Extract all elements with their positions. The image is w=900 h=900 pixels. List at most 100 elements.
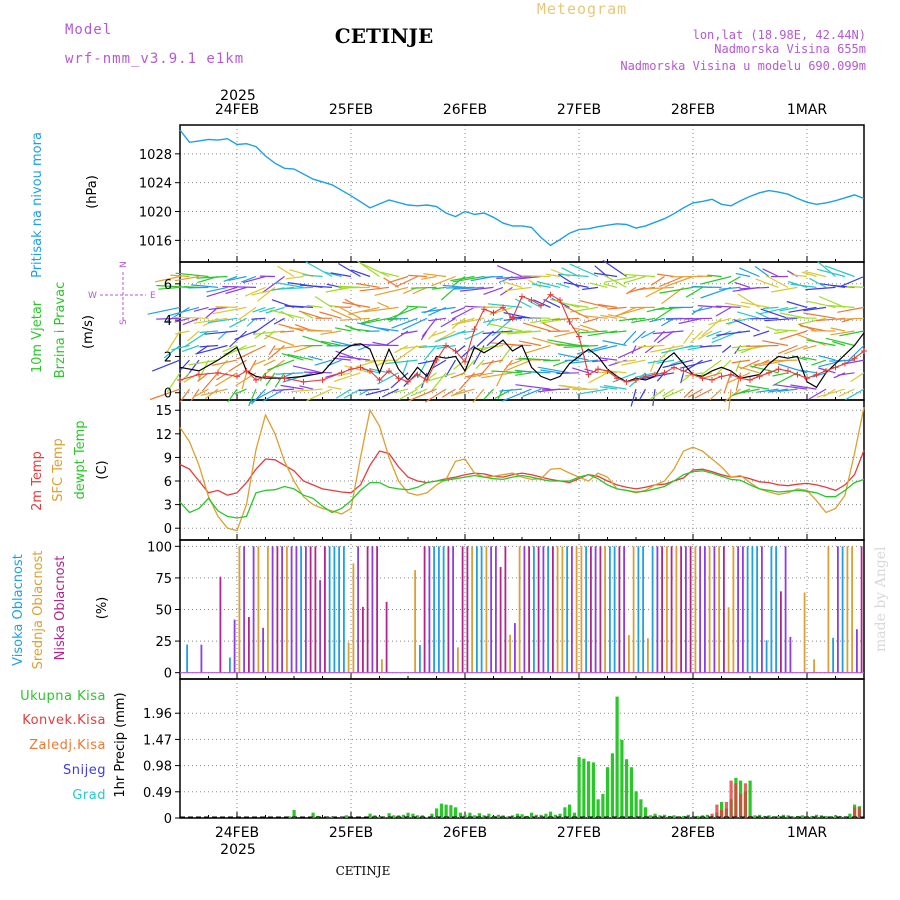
bottom-date-label-2: 26FEB xyxy=(443,825,487,841)
ytick-label-4-2: 0.98 xyxy=(143,760,172,775)
wind-arrow-0-38 xyxy=(337,262,361,278)
precip-bar-0-46 xyxy=(549,811,553,818)
wind-arrow-5-12 xyxy=(222,344,238,353)
wind-arrow-0-12 xyxy=(223,275,238,282)
altitude-text: Nadmorska Visina 655m xyxy=(714,42,866,56)
wind-arrow-6-130 xyxy=(772,359,798,362)
wind-arrow-2-114 xyxy=(697,305,722,308)
ytick-label-3-1: 25 xyxy=(155,635,172,650)
wind-arrow-6-10 xyxy=(217,359,228,371)
wind-arrow-4-120 xyxy=(716,330,751,336)
wind-arrow-3-20 xyxy=(253,317,276,334)
wind-arrow-8-50 xyxy=(398,388,418,401)
wind-arrow-2-38 xyxy=(344,298,361,308)
wind-arrow-3-2 xyxy=(174,317,190,323)
wind-arrow-5-52 xyxy=(399,344,428,350)
wind-arrow-6-102 xyxy=(647,359,665,364)
wind-arrow-8-54 xyxy=(408,388,437,402)
wind-arrow-8-130 xyxy=(777,388,798,392)
ytick-label-4-4: 1.96 xyxy=(143,707,172,722)
precip-bar-0-49 xyxy=(563,807,567,818)
gust-marker-39 xyxy=(614,375,620,382)
gust-marker-61 xyxy=(823,367,829,374)
gust-marker-5 xyxy=(253,377,259,384)
wind-arrow-6-96 xyxy=(614,359,637,363)
wind-arrow-3-138 xyxy=(803,312,836,319)
wind-arrow-4-64 xyxy=(465,330,485,340)
wind-arrow-0-14 xyxy=(228,275,247,281)
panel-frames xyxy=(175,124,865,819)
wind-arrow-6-92 xyxy=(599,357,618,361)
wind-arrow-0-6 xyxy=(175,272,209,278)
precip-bar-0-8 xyxy=(368,813,372,818)
wind-arrow-1-14 xyxy=(225,286,247,295)
wind-arrow-6-134 xyxy=(801,356,817,361)
wind-arrow-4-72 xyxy=(489,323,523,332)
wind-arrow-5-88 xyxy=(563,344,599,348)
gust-marker-17 xyxy=(405,378,411,385)
wind-arrow-4-124 xyxy=(753,330,770,337)
wind-arrow-0-4 xyxy=(174,275,200,282)
wind-arrow-6-46 xyxy=(364,359,399,362)
wind-arrow-2-22 xyxy=(265,306,285,314)
wind-arrow-4-106 xyxy=(652,330,684,335)
wind-arrow-8-26 xyxy=(280,384,304,390)
wind-arrow-3-126 xyxy=(750,317,779,320)
temp-series-line-2 xyxy=(179,470,865,519)
wind-arrow-4-142 xyxy=(830,330,855,336)
wind-arrow-0-124 xyxy=(754,265,770,277)
wind-arrow-4-136 xyxy=(799,325,827,332)
precip-bar-0-101 xyxy=(810,815,814,818)
wind-arrow-3-56 xyxy=(428,317,447,322)
gust-marker-41 xyxy=(633,377,639,384)
wind-arrow-6-58 xyxy=(445,359,457,378)
precip-bar-0-54 xyxy=(587,761,591,818)
wind-arrow-2-126 xyxy=(762,306,779,310)
wind-arrow-0-126 xyxy=(762,268,779,278)
bottom-date-label-5: 1MAR xyxy=(787,825,828,841)
wind-arrow-6-18 xyxy=(252,359,266,366)
precip-bar-0-95 xyxy=(781,814,785,818)
wind-arrow-3-26 xyxy=(270,309,304,319)
precip-bar-0-2 xyxy=(311,812,315,818)
wind-arrow-0-54 xyxy=(421,275,437,280)
wind-arrow-1-0 xyxy=(158,286,181,290)
wind-arrow-4-18 xyxy=(254,330,266,339)
watermark: made by Angel xyxy=(873,546,889,652)
wind-arrow-8-34 xyxy=(327,386,342,390)
precip-bar-0-33 xyxy=(487,813,491,818)
gust-marker-31 xyxy=(538,302,544,309)
wind-arrow-4-12 xyxy=(204,330,238,335)
wind-arrow-0-94 xyxy=(602,259,627,277)
wind-arrow-7-66 xyxy=(467,372,494,379)
precip-bar-0-37 xyxy=(506,816,510,818)
wind-arrow-3-40 xyxy=(340,317,371,321)
wind-arrow-8-14 xyxy=(234,388,247,395)
wind-arrow-4-62 xyxy=(456,330,475,334)
wind-arrow-4-14 xyxy=(229,330,247,348)
precip-legend-2: Zaledj.Kisa xyxy=(29,738,106,753)
cloud-axis-title-2: Srednja Oblacnost xyxy=(31,551,46,670)
pressure-series-line xyxy=(179,129,865,247)
precip-bar-0-45 xyxy=(544,813,548,818)
wind-arrow-4-128 xyxy=(773,330,789,335)
wind-arrow-7-130 xyxy=(772,372,798,387)
top-date-label-3: 27FEB xyxy=(557,102,601,118)
wind-arrow-8-88 xyxy=(572,388,599,391)
wind-arrow-4-0 xyxy=(166,330,181,352)
gust-marker-4 xyxy=(243,367,250,374)
precip-bar-0-72 xyxy=(672,815,676,818)
wind-arrow-8-94 xyxy=(603,384,627,390)
wind-arrow-8-42 xyxy=(358,388,380,392)
gust-marker-26 xyxy=(490,309,497,316)
wind-arrow-2-112 xyxy=(692,306,713,313)
wind-arrow-8-72 xyxy=(499,388,523,392)
wind-arrow-3-92 xyxy=(600,314,618,319)
wind-arrow-0-46 xyxy=(380,271,399,278)
wind-arrow-4-130 xyxy=(777,329,798,332)
wind-arrow-0-18 xyxy=(242,275,266,284)
wind-arrow-1-90 xyxy=(589,282,608,288)
wind-arrow-8-132 xyxy=(774,384,808,390)
wind-arrow-8-96 xyxy=(630,388,637,407)
gust-marker-51 xyxy=(728,371,734,378)
